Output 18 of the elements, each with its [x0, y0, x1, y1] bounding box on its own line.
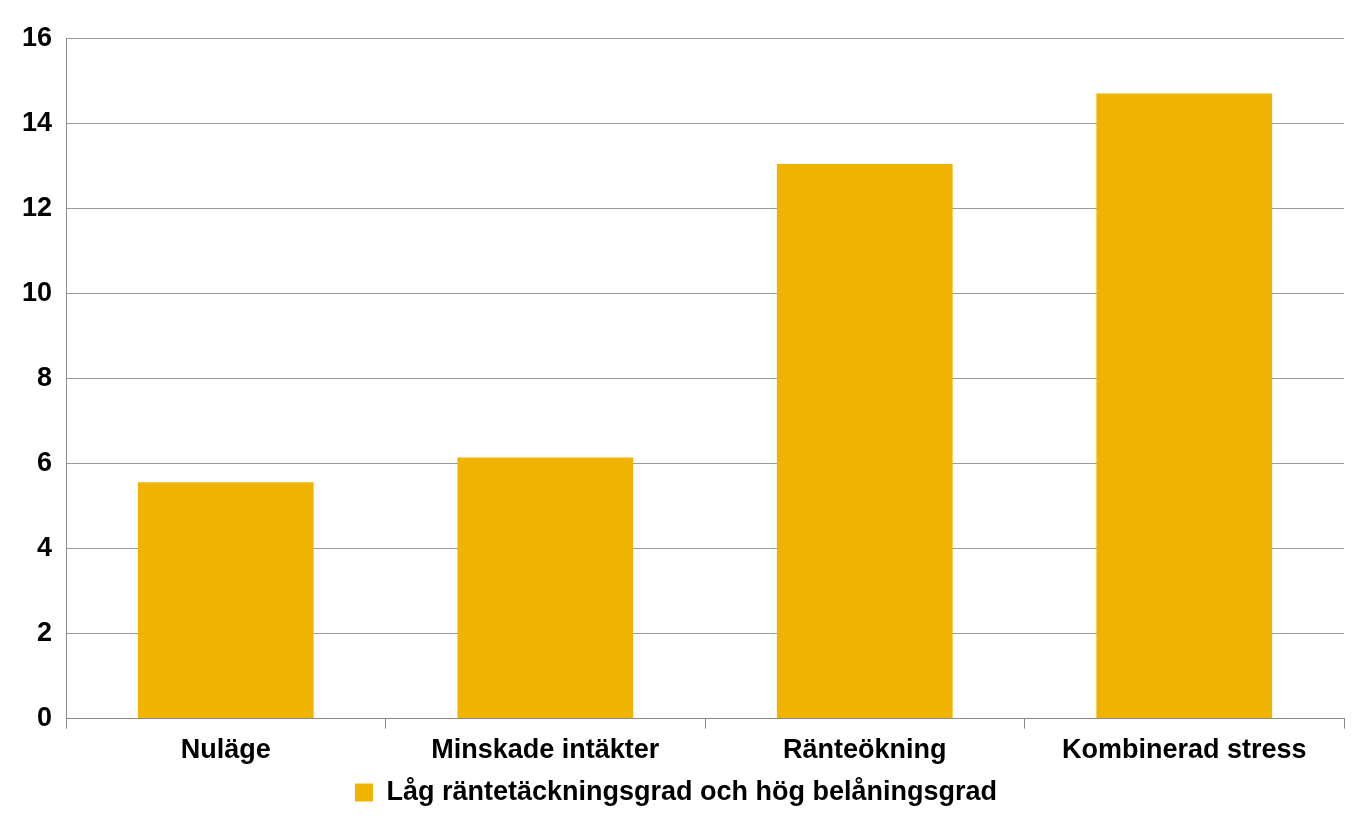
legend-label: Låg räntetäckningsgrad och hög belåningsgrad — [386, 775, 998, 806]
y-tick-label: 14 — [21, 106, 53, 137]
x-tick-label: Nuläge — [180, 734, 271, 765]
y-tick-label: 2 — [37, 617, 53, 647]
bar — [776, 164, 953, 719]
x-tick-label: Minskade intäkter — [431, 734, 660, 765]
y-tick-label: 12 — [21, 191, 53, 222]
y-tick-label: 0 — [37, 702, 53, 733]
y-tick-label: 16 — [21, 21, 53, 52]
y-tick-label: 4 — [37, 531, 53, 562]
y-tick-label: 6 — [37, 446, 53, 477]
bar — [457, 457, 634, 719]
bar — [1096, 93, 1273, 719]
y-tick-label: 10 — [21, 276, 53, 307]
x-tick-label: Kombinerad stress — [1061, 734, 1307, 765]
y-tick-label: 8 — [37, 361, 53, 392]
bar — [137, 482, 314, 719]
x-tick-label: Ränteökning — [783, 734, 947, 765]
